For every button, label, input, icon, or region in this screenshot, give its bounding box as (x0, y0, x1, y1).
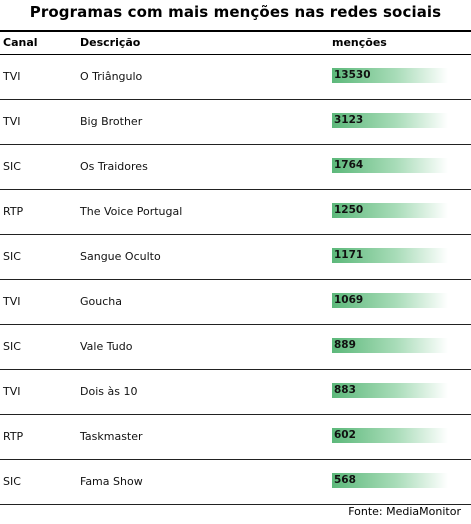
table-header: Canal Descrição menções (0, 33, 471, 53)
mencoes-data-bar (332, 428, 448, 443)
mencoes-data-bar-cell: 883 (332, 383, 448, 398)
table-body: TVI O Triângulo 13530 TVI Big Brother 3123 SIC… (0, 55, 471, 505)
mencoes-data-bar-cell: 1069 (332, 293, 448, 308)
cell-descricao: Sangue Oculto (80, 250, 161, 263)
mencoes-data-bar-cell: 3123 (332, 113, 448, 128)
cell-mencoes: 13530 (334, 69, 371, 81)
table-row: TVI Goucha 1069 (0, 280, 471, 325)
cell-canal: TVI (3, 70, 21, 83)
mencoes-data-bar (332, 158, 448, 173)
table-row: RTP The Voice Portugal 1250 (0, 190, 471, 235)
top-divider (0, 30, 471, 32)
mencoes-data-bar-cell: 602 (332, 428, 448, 443)
cell-mencoes: 1171 (334, 249, 364, 261)
cell-mencoes: 1069 (334, 294, 364, 306)
cell-descricao: Fama Show (80, 475, 143, 488)
cell-descricao: Vale Tudo (80, 340, 133, 353)
header-mencoes: menções (332, 36, 387, 49)
mencoes-data-bar-cell: 1171 (332, 248, 448, 263)
mencoes-data-bar-cell: 13530 (332, 68, 448, 83)
table-row: RTP Taskmaster 602 (0, 415, 471, 460)
cell-descricao: Os Traidores (80, 160, 148, 173)
table-row: TVI Dois às 10 883 (0, 370, 471, 415)
mencoes-data-bar (332, 248, 448, 263)
mencoes-data-bar (332, 203, 448, 218)
header-canal: Canal (3, 36, 38, 49)
mencoes-data-bar-cell: 568 (332, 473, 448, 488)
mencoes-data-bar (332, 338, 448, 353)
cell-canal: SIC (3, 160, 21, 173)
table-row: SIC Sangue Oculto 1171 (0, 235, 471, 280)
mencoes-data-bar-cell: 889 (332, 338, 448, 353)
cell-canal: RTP (3, 430, 24, 443)
cell-descricao: Dois às 10 (80, 385, 138, 398)
mencoes-data-bar (332, 473, 448, 488)
cell-mencoes: 602 (334, 429, 356, 441)
cell-mencoes: 889 (334, 339, 356, 351)
cell-descricao: Big Brother (80, 115, 143, 128)
cell-descricao: O Triângulo (80, 70, 143, 83)
header-descricao: Descrição (80, 36, 141, 49)
table-row: SIC Vale Tudo 889 (0, 325, 471, 370)
cell-descricao: Goucha (80, 295, 122, 308)
cell-canal: SIC (3, 250, 21, 263)
source-note: Fonte: MediaMonitor (348, 505, 461, 518)
header-divider (0, 54, 471, 55)
cell-canal: TVI (3, 295, 21, 308)
cell-canal: TVI (3, 385, 21, 398)
table-title: Programas com mais menções nas redes soc… (29, 3, 442, 21)
cell-mencoes: 568 (334, 474, 356, 486)
mencoes-data-bar (332, 293, 448, 308)
cell-descricao: The Voice Portugal (80, 205, 183, 218)
mencoes-data-bar-cell: 1250 (332, 203, 448, 218)
table-row: TVI O Triângulo 13530 (0, 55, 471, 100)
cell-descricao: Taskmaster (80, 430, 143, 443)
table-row: SIC Fama Show 568 (0, 460, 471, 505)
cell-canal: SIC (3, 340, 21, 353)
mencoes-data-bar (332, 113, 448, 128)
cell-mencoes: 3123 (334, 114, 364, 126)
cell-mencoes: 1250 (334, 204, 364, 216)
cell-canal: TVI (3, 115, 21, 128)
mencoes-data-bar (332, 68, 448, 83)
cell-mencoes: 1764 (334, 159, 364, 171)
cell-canal: SIC (3, 475, 21, 488)
mencoes-data-bar-cell: 1764 (332, 158, 448, 173)
mencoes-data-bar (332, 383, 448, 398)
table-row: SIC Os Traidores 1764 (0, 145, 471, 190)
cell-mencoes: 883 (334, 384, 356, 396)
table-row: TVI Big Brother 3123 (0, 100, 471, 145)
cell-canal: RTP (3, 205, 24, 218)
